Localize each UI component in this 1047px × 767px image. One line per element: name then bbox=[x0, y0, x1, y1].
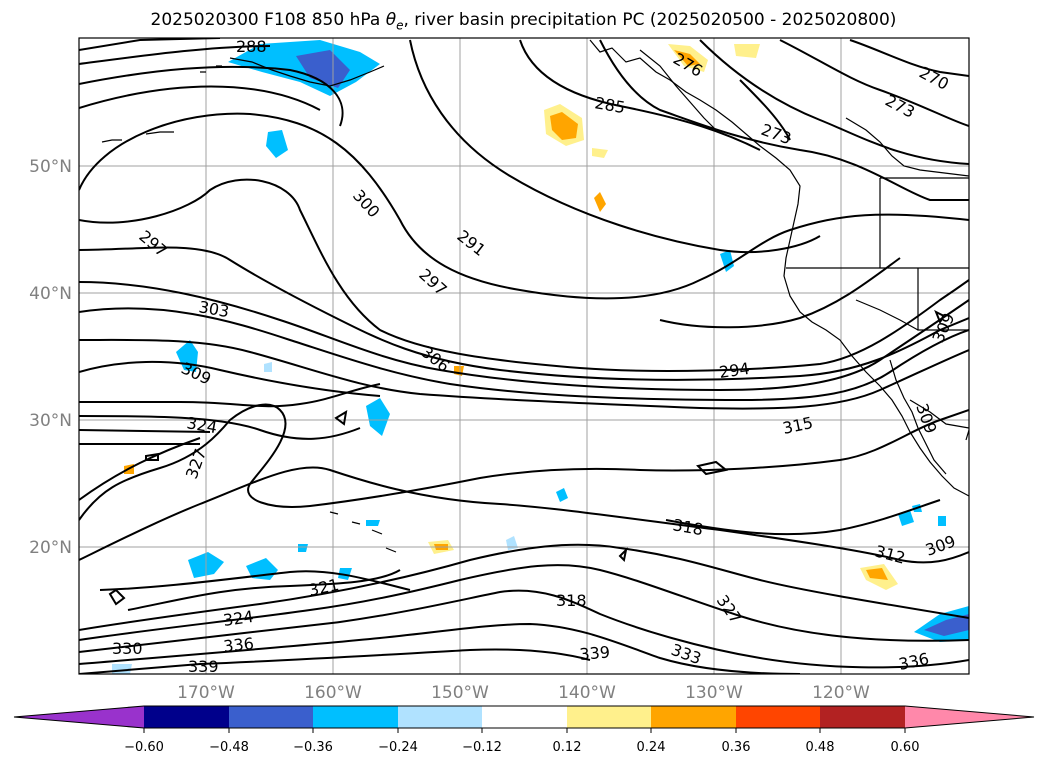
contour-label: 309 bbox=[178, 358, 214, 388]
contour-label: 321 bbox=[307, 575, 341, 600]
lat-label: 50°N bbox=[29, 157, 72, 177]
colorbar-cell bbox=[229, 706, 313, 728]
contour-label: 288 bbox=[236, 37, 267, 56]
map-plot-area: 288 276 270 273 285 273 300 291 297 297 … bbox=[79, 37, 969, 676]
colorbar-cell bbox=[651, 706, 736, 728]
contour-label: 336 bbox=[222, 634, 254, 656]
colorbar-tick-label: 0.36 bbox=[722, 740, 751, 755]
lon-label: 150°W bbox=[431, 683, 489, 703]
contour-label: 318 bbox=[556, 591, 587, 610]
contour-label: 297 bbox=[135, 227, 171, 261]
lon-label: 120°W bbox=[812, 683, 870, 703]
contour-label: 291 bbox=[454, 226, 490, 260]
contour-label: 324 bbox=[185, 413, 218, 437]
contour-label: 327 bbox=[713, 591, 746, 627]
colorbar-tick-label: 0.60 bbox=[891, 740, 920, 755]
lat-label: 40°N bbox=[29, 284, 72, 304]
theta-e-contours bbox=[79, 38, 969, 674]
graticule bbox=[79, 38, 969, 674]
map-title: 2025020300 F108 850 hPa θe, river basin … bbox=[150, 10, 897, 33]
colorbar-cell bbox=[144, 706, 229, 728]
lat-label: 30°N bbox=[29, 411, 72, 431]
contour-label: 315 bbox=[781, 413, 815, 438]
colorbar-cell bbox=[398, 706, 482, 728]
lon-label: 140°W bbox=[558, 683, 616, 703]
contour-label: 273 bbox=[882, 91, 918, 122]
colorbar-extend-low bbox=[14, 706, 144, 728]
contour-label: 273 bbox=[759, 120, 794, 148]
colorbar: −0.60 −0.48 −0.36 −0.24 −0.12 0.12 0.24 … bbox=[13, 705, 1035, 755]
colorbar-tick-label: 0.48 bbox=[806, 740, 835, 755]
contour-label: 297 bbox=[415, 265, 450, 300]
colorbar-tick-label: 0.24 bbox=[637, 740, 666, 755]
colorbar-tick-label: −0.48 bbox=[209, 740, 249, 755]
longitude-labels: 170°W 160°W 150°W 140°W 130°W 120°W bbox=[177, 683, 870, 703]
contour-label: 285 bbox=[593, 93, 626, 117]
contour-labels: 288 276 270 273 285 273 300 291 297 297 … bbox=[112, 37, 959, 676]
contour-label: 324 bbox=[222, 607, 255, 630]
colorbar-tick-label: −0.60 bbox=[124, 740, 164, 755]
colorbar-cell bbox=[736, 706, 820, 728]
colorbar-cell bbox=[567, 706, 651, 728]
contour-label: 312 bbox=[873, 542, 907, 568]
precipitation-shading bbox=[112, 40, 969, 674]
colorbar-extend-high bbox=[905, 706, 1034, 728]
contour-label: 330 bbox=[112, 639, 143, 658]
lon-label: 170°W bbox=[177, 683, 235, 703]
lon-label: 160°W bbox=[304, 683, 362, 703]
contour-label: 336 bbox=[897, 649, 931, 674]
latitude-labels: 50°N 40°N 30°N 20°N bbox=[29, 157, 72, 558]
colorbar-cell bbox=[820, 706, 905, 728]
contour-label: 339 bbox=[188, 657, 219, 676]
contour-label: 318 bbox=[671, 515, 704, 539]
contour-label: 339 bbox=[579, 642, 611, 664]
contour-label: 303 bbox=[197, 297, 230, 321]
contour-label: 300 bbox=[349, 186, 384, 221]
contour-label: 309 bbox=[923, 531, 958, 559]
lat-label: 20°N bbox=[29, 538, 72, 558]
map-frame bbox=[78, 37, 970, 675]
colorbar-tick-label: −0.24 bbox=[378, 740, 418, 755]
contour-label: 309 bbox=[928, 310, 958, 346]
colorbar-tick-label: −0.12 bbox=[462, 740, 502, 755]
colorbar-cell bbox=[313, 706, 398, 728]
colorbar-cell bbox=[482, 706, 567, 728]
contour-label: 270 bbox=[916, 63, 952, 94]
colorbar-tick-label: −0.36 bbox=[293, 740, 333, 755]
colorbar-tick-label: 0.12 bbox=[553, 740, 582, 755]
lon-label: 130°W bbox=[685, 683, 743, 703]
coastlines bbox=[101, 39, 969, 553]
contour-label: 294 bbox=[718, 359, 751, 382]
